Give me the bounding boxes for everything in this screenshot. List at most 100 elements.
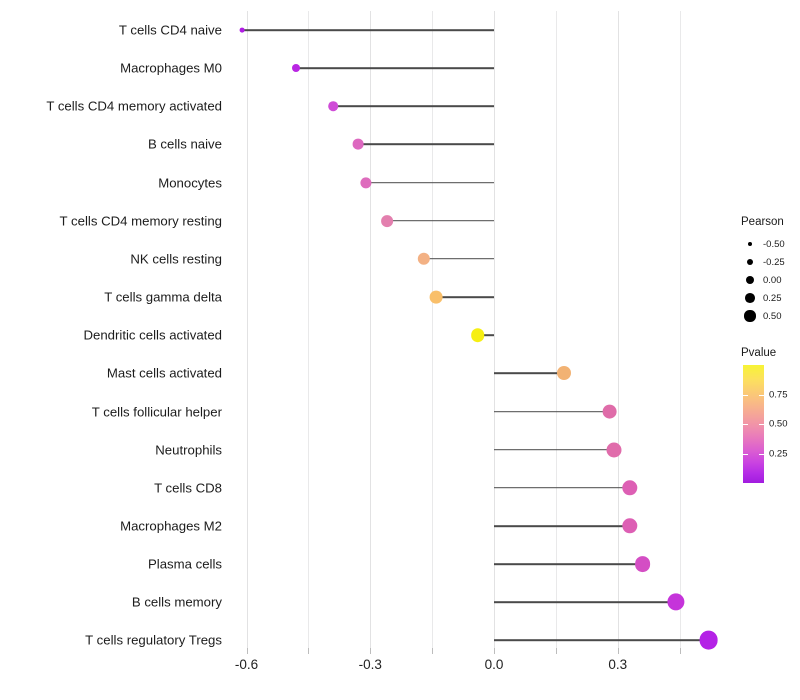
x-axis-tick-label: -0.3 — [358, 657, 382, 672]
pearson-legend-dot-wrap — [737, 241, 763, 247]
category-label: T cells CD4 naive — [118, 22, 222, 38]
lollipop-stem — [494, 448, 614, 451]
pearson-legend-dot-wrap — [737, 258, 763, 266]
pearson-legend-label: 0.50 — [763, 310, 782, 322]
category-label: Monocytes — [158, 175, 222, 191]
lollipop-stem — [296, 67, 494, 69]
lollipop-stem — [494, 487, 631, 489]
pearson-legend-item: -0.50 — [737, 235, 800, 253]
gridline — [370, 11, 372, 648]
colorbar-gradient — [743, 365, 764, 483]
x-axis-tick — [494, 648, 495, 654]
lollipop-dot[interactable] — [292, 64, 300, 73]
lollipop-dot[interactable] — [666, 593, 685, 611]
lollipop-stem — [494, 372, 565, 375]
gridline — [432, 11, 434, 648]
colorbar-wrap: 0.75 0.50 0.25 — [737, 365, 800, 483]
pearson-legend-dot-wrap — [737, 310, 763, 322]
lollipop-stem — [242, 29, 494, 31]
gridline — [308, 11, 310, 648]
lollipop-dot[interactable] — [328, 101, 338, 112]
category-label: T cells follicular helper — [91, 404, 222, 419]
lollipop-stem — [494, 601, 676, 604]
lollipop-stem — [436, 296, 495, 298]
lollipop-dot[interactable] — [380, 214, 393, 227]
lollipop-dot[interactable] — [634, 556, 651, 572]
pearson-legend-label: 0.25 — [763, 292, 782, 304]
category-label: T cells regulatory Tregs — [85, 632, 222, 648]
x-axis-tick — [679, 648, 681, 654]
pearson-legend-dot — [747, 241, 753, 247]
pearson-legend-label: 0.00 — [763, 274, 782, 286]
lollipop-dot[interactable] — [699, 630, 718, 650]
category-label: T cells CD4 memory resting — [59, 213, 222, 229]
category-label: B cells memory — [131, 594, 222, 610]
lollipop-dot[interactable] — [622, 518, 638, 534]
category-label: Neutrophils — [155, 442, 222, 458]
category-label: B cells naive — [147, 136, 222, 152]
category-label: Dendritic cells activated — [83, 327, 222, 343]
category-label: Macrophages M0 — [120, 60, 222, 76]
lollipop-dot[interactable] — [360, 177, 372, 189]
lollipop-stem — [477, 334, 494, 336]
legend-panel: Pearson -0.50 -0.25 0.00 0.25 0.50 Pvalue 0.… — [737, 216, 800, 483]
x-axis-tick-label: 0.3 — [608, 657, 628, 672]
colorbar-tick-label: 0.25 — [769, 448, 788, 459]
gridline — [679, 11, 681, 648]
pearson-legend-item: -0.25 — [737, 253, 800, 271]
x-axis-tick-label: 0.0 — [484, 657, 504, 672]
x-axis-tick — [370, 648, 372, 654]
lollipop-stem — [494, 563, 643, 565]
lollipop-dot[interactable] — [622, 480, 638, 496]
lollipop-dot[interactable] — [606, 442, 622, 458]
category-label: Mast cells activated — [106, 365, 222, 381]
colorbar-tick — [743, 394, 748, 396]
category-label: T cells gamma delta — [104, 289, 222, 305]
gridline — [246, 11, 248, 648]
pearson-legend-label: -0.25 — [763, 256, 785, 268]
pearson-legend-dot — [746, 258, 754, 266]
lollipop-dot[interactable] — [557, 366, 572, 381]
category-label: Plasma cells — [147, 556, 222, 572]
category-label: T cells CD4 memory activated — [46, 98, 222, 114]
pearson-legend-dot — [745, 275, 755, 285]
x-axis-tick — [308, 648, 310, 654]
lollipop-stem — [357, 143, 494, 146]
colorbar-tick — [759, 394, 764, 396]
lollipop-dot[interactable] — [239, 27, 245, 33]
gridline — [555, 11, 557, 648]
category-label: Macrophages M2 — [120, 518, 222, 534]
category-label: NK cells resting — [130, 251, 222, 267]
gridline — [617, 11, 619, 648]
lollipop-dot[interactable] — [352, 138, 364, 150]
pearson-legend-item: 0.50 — [737, 307, 800, 325]
pearson-legend-dot — [745, 293, 755, 303]
pearson-legend-item: 0.25 — [737, 289, 800, 307]
x-axis-tick-label: -0.6 — [234, 657, 259, 672]
lollipop-dot[interactable] — [417, 252, 431, 266]
pearson-legend-item: 0.00 — [737, 271, 800, 289]
x-axis-tick — [555, 648, 557, 654]
gridline — [494, 11, 495, 648]
x-axis-tick — [432, 648, 434, 654]
lollipop-stem — [494, 639, 709, 642]
lollipop-stem — [423, 258, 494, 260]
pearson-legend-dot-wrap — [737, 293, 763, 303]
colorbar-tick-label: 0.75 — [769, 389, 788, 400]
pearson-legend-dot — [744, 310, 756, 322]
pearson-size-legend: -0.50 -0.25 0.00 0.25 0.50 — [737, 235, 800, 325]
lollipop-stem — [494, 525, 631, 527]
x-axis-tick — [246, 648, 248, 654]
lollipop-stem — [366, 181, 494, 184]
pearson-legend-title: Pearson — [741, 216, 784, 228]
lollipop-dot[interactable] — [602, 404, 617, 419]
lollipop-dot[interactable] — [470, 328, 485, 342]
pearson-legend-dot-wrap — [737, 275, 763, 285]
colorbar-tick — [743, 453, 748, 455]
lollipop-stem — [494, 410, 610, 413]
colorbar-tick — [759, 453, 764, 455]
lollipop-dot[interactable] — [429, 290, 443, 304]
category-label: T cells CD8 — [154, 480, 222, 496]
colorbar-tick — [759, 424, 764, 425]
